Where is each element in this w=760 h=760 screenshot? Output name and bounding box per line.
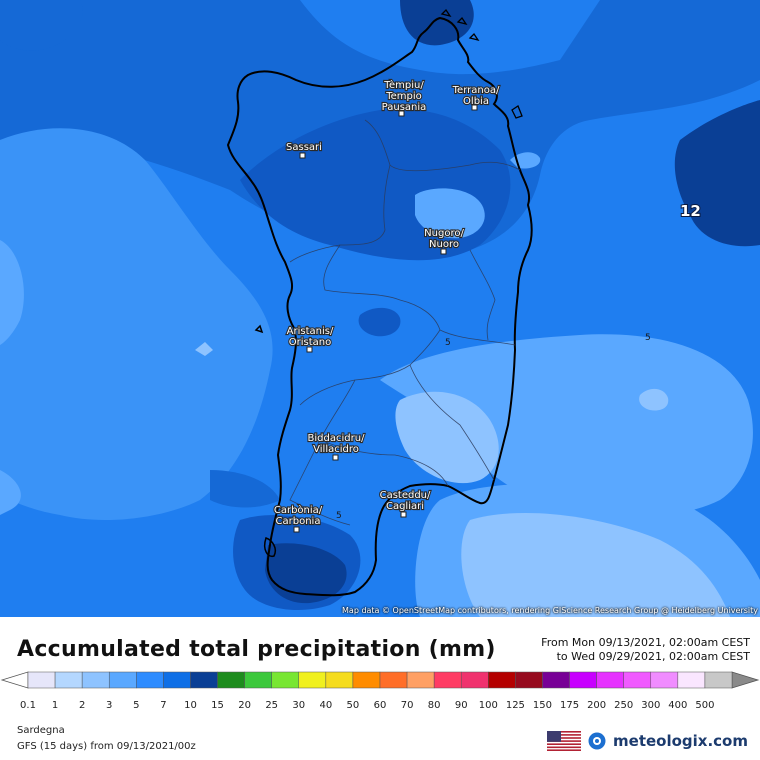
scale-tick-label: 100 xyxy=(479,700,498,711)
scale-tick-label: 10 xyxy=(184,700,197,711)
scale-color-cell xyxy=(650,671,679,689)
scale-color-cell xyxy=(325,671,354,689)
scale-tick-label: 15 xyxy=(211,700,224,711)
scale-color-cell xyxy=(379,671,408,689)
model-info: GFS (15 days) from 09/13/2021/00z xyxy=(17,741,196,752)
scale-tick-label: 500 xyxy=(695,700,714,711)
time-range: From Mon 09/13/2021, 02:00am CEST to Wed… xyxy=(541,636,750,664)
scale-color-cell xyxy=(596,671,624,689)
svg-text:Pausania: Pausania xyxy=(382,102,427,113)
max-value-label: 12 xyxy=(680,202,701,220)
svg-text:Nuoro: Nuoro xyxy=(429,239,459,250)
svg-text:Tèmpiu/: Tèmpiu/ xyxy=(383,79,424,91)
contour-label: 5 xyxy=(645,333,651,343)
svg-text:Terranoa/: Terranoa/ xyxy=(452,85,500,96)
scale-color-cell xyxy=(677,671,706,689)
scale-tick-label: 70 xyxy=(401,700,414,711)
scale-color-cell xyxy=(81,671,110,689)
scale-color-cell xyxy=(460,671,489,689)
svg-text:Oristano: Oristano xyxy=(289,337,331,348)
svg-text:Carbonia: Carbonia xyxy=(276,516,321,527)
scale-color-cell xyxy=(623,671,652,689)
scale-tick-label: 1 xyxy=(52,700,58,711)
city-oristano[interactable]: Aristanis/ Oristano xyxy=(286,325,335,353)
scale-color-cell xyxy=(244,671,272,689)
meteologix-logo-icon xyxy=(588,732,606,750)
city-olbia[interactable]: Terranoa/ Olbia xyxy=(451,84,501,111)
svg-text:Villacidro: Villacidro xyxy=(313,444,359,455)
scale-color-cell xyxy=(515,671,543,689)
scale-tick-label: 150 xyxy=(533,700,552,711)
scale-tick-label: 250 xyxy=(614,700,633,711)
scale-color-cell xyxy=(27,671,56,689)
scale-tick-label: 300 xyxy=(641,700,660,711)
city-sassari[interactable]: Sassari xyxy=(285,141,323,159)
brand[interactable]: meteologix.com xyxy=(547,731,748,751)
scale-tick-label: 80 xyxy=(428,700,441,711)
scale-tick-label: 175 xyxy=(560,700,579,711)
scale-color-cell xyxy=(298,671,327,689)
city-cagliari[interactable]: Casteddu/ Cagliari xyxy=(379,489,432,518)
svg-text:Biddacidru/: Biddacidru/ xyxy=(308,433,366,444)
scale-color-cell xyxy=(433,671,462,689)
time-range-to: to Wed 09/29/2021, 02:00am CEST xyxy=(556,650,750,663)
scale-color-cell xyxy=(217,671,245,689)
scale-color-cell xyxy=(163,671,191,689)
us-flag-icon[interactable] xyxy=(547,731,582,751)
scale-tick-label: 400 xyxy=(668,700,687,711)
scale-color-cell xyxy=(136,671,164,689)
scale-color-cell xyxy=(488,671,516,689)
scale-tick-label: 3 xyxy=(106,700,112,711)
svg-text:Olbia: Olbia xyxy=(463,96,489,107)
scale-tick-label: 0.1 xyxy=(20,700,36,711)
scale-tick-label: 2 xyxy=(79,700,85,711)
scale-tick-label: 60 xyxy=(374,700,387,711)
scale-color-cell xyxy=(271,671,300,689)
scale-left-arrow xyxy=(0,671,29,689)
scale-color-cell xyxy=(108,671,137,689)
scale-color-cell xyxy=(190,671,218,689)
region-name: Sardegna xyxy=(17,725,65,736)
svg-text:Aristanis/: Aristanis/ xyxy=(287,326,334,337)
scale-color-cell xyxy=(54,671,83,689)
contour-label: 5 xyxy=(445,338,451,348)
color-scale-legend: 0.1 1 2 3 5 7 10 15 20 25 30 40 50 60 70 80 90 100 125 150 1… xyxy=(0,669,760,715)
scale-right-arrow xyxy=(731,671,760,689)
svg-text:Tempio: Tempio xyxy=(385,91,422,102)
scale-tick-label: 25 xyxy=(265,700,278,711)
scale-tick-label: 7 xyxy=(160,700,166,711)
scale-tick-label: 125 xyxy=(506,700,525,711)
scale-tick-label: 90 xyxy=(455,700,468,711)
scale-tick-label: 200 xyxy=(587,700,606,711)
city-carbonia[interactable]: Carbònia/ Carbonia xyxy=(273,503,324,533)
time-range-from: From Mon 09/13/2021, 02:00am CEST xyxy=(541,636,750,649)
scale-color-cell xyxy=(542,671,570,689)
city-nuoro[interactable]: Nugoro/ Nuoro xyxy=(423,227,466,255)
svg-text:Cagliari: Cagliari xyxy=(386,501,424,512)
scale-color-cell xyxy=(352,671,381,689)
scale-tick-label: 5 xyxy=(133,700,139,711)
contour-label: 5 xyxy=(336,511,342,521)
svg-text:Carbònia/: Carbònia/ xyxy=(274,504,323,516)
svg-text:Casteddu/: Casteddu/ xyxy=(380,490,431,501)
scale-color-cell xyxy=(704,671,733,689)
svg-text:Sassari: Sassari xyxy=(286,142,322,153)
scale-color-cell xyxy=(569,671,597,689)
scale-tick-label: 40 xyxy=(319,700,332,711)
brand-name: meteologix.com xyxy=(613,732,748,750)
scale-tick-label: 20 xyxy=(238,700,251,711)
city-tempio[interactable]: Tèmpiu/ Tempio Pausania xyxy=(381,78,427,117)
scale-color-cell xyxy=(406,671,435,689)
scale-tick-label: 30 xyxy=(292,700,305,711)
map-title: Accumulated total precipitation (mm) xyxy=(17,637,496,662)
scale-tick-label: 50 xyxy=(347,700,360,711)
svg-text:Nugoro/: Nugoro/ xyxy=(424,228,464,239)
map-attribution: Map data © OpenStreetMap contributors, r… xyxy=(342,606,758,615)
city-villacidro[interactable]: Biddacidru/ Villacidro xyxy=(306,432,366,461)
precipitation-map[interactable]: Tèmpiu/ Tempio Pausania Terranoa/ Olbia … xyxy=(0,0,760,617)
